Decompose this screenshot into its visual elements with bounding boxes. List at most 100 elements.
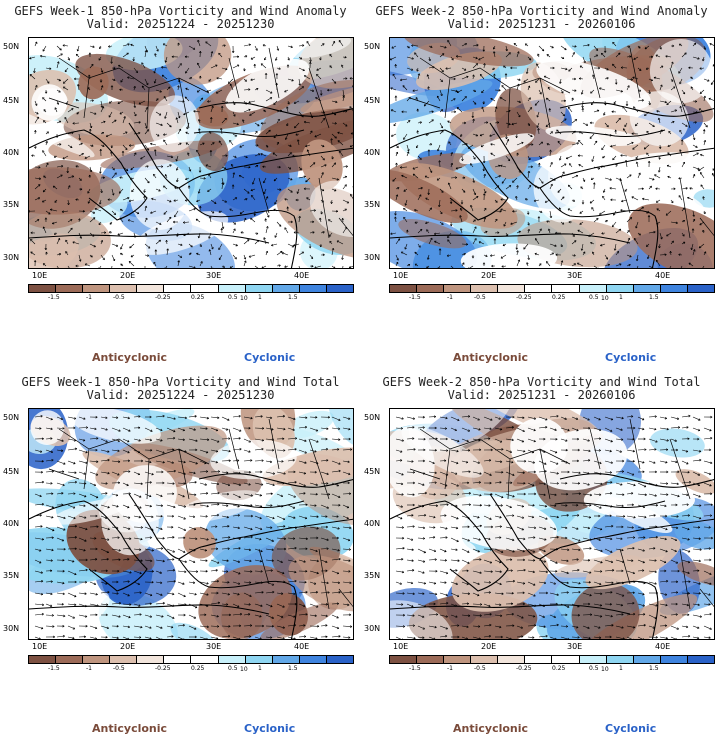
- vorticity-map: [389, 408, 715, 640]
- colorbar-swatch: [191, 656, 219, 663]
- vorticity-shade: [675, 469, 714, 494]
- vorticity-shade: [225, 58, 310, 113]
- colorbar-swatch: [218, 285, 246, 292]
- vorticity-shade: [100, 140, 223, 170]
- vorticity-shade: [408, 409, 514, 452]
- colorbar-label: 0.25: [191, 665, 205, 672]
- colorbar-swatch: [29, 656, 57, 663]
- colorbar-label: -0.5: [474, 665, 486, 672]
- vorticity-shade: [390, 67, 445, 97]
- colorbar-label: -1.5: [48, 665, 60, 672]
- vorticity-shade: [30, 410, 65, 445]
- colorbar-label: -1: [447, 294, 453, 301]
- latitude-label: 50N: [3, 42, 20, 51]
- colorbar-swatch: [471, 656, 499, 663]
- vorticity-shade: [309, 180, 353, 237]
- colorbar-swatch: [299, 656, 327, 663]
- colorbar-swatch: [110, 285, 138, 292]
- longitude-label: 10E: [32, 642, 48, 651]
- colorbar-label: -1.5: [409, 665, 421, 672]
- longitude-label: 20E: [120, 271, 136, 280]
- colorbar-label: 1.5: [649, 294, 659, 301]
- vorticity-shade: [693, 189, 714, 208]
- colorbar-swatch: [137, 656, 165, 663]
- colorbar-label: -1: [86, 294, 92, 301]
- panel-valid-dates: Valid: 20251231 - 20260106: [447, 388, 636, 402]
- colorbar-unit: 10: [601, 666, 609, 673]
- cyclonic-label: Cyclonic: [605, 351, 657, 364]
- colorbar-swatch: [525, 656, 553, 663]
- vorticity-shade: [472, 409, 602, 442]
- vorticity-shade: [398, 219, 467, 249]
- vorticity-shade: [75, 53, 176, 107]
- longitude-label: 30E: [206, 271, 222, 280]
- colorbar: [389, 284, 715, 293]
- vorticity-shade: [31, 84, 68, 121]
- colorbar-label: -0.25: [516, 665, 532, 672]
- latitude-label: 50N: [364, 413, 381, 422]
- vorticity-shade: [198, 565, 292, 639]
- vorticity-shade: [390, 426, 435, 498]
- cyclonic-label: Cyclonic: [244, 722, 296, 735]
- latitude-label: 35N: [3, 571, 20, 580]
- longitude-label: 40E: [294, 642, 310, 651]
- vorticity-shade: [197, 132, 229, 172]
- colorbar-swatch: [417, 285, 445, 292]
- colorbar-swatch: [579, 285, 607, 292]
- vorticity-shade: [205, 508, 287, 575]
- colorbar-label: -1.5: [48, 294, 60, 301]
- colorbar-label: -1.5: [409, 294, 421, 301]
- latitude-label: 45N: [364, 96, 381, 105]
- vorticity-shade: [460, 243, 558, 268]
- colorbar-swatch: [390, 285, 418, 292]
- vorticity-shade: [579, 593, 698, 639]
- anticyclonic-label: Anticyclonic: [453, 722, 529, 735]
- colorbar-label: 0.5: [228, 665, 238, 672]
- longitude-label: 10E: [393, 642, 409, 651]
- vorticity-shade: [390, 511, 476, 553]
- colorbar-label: 0.25: [191, 294, 205, 301]
- vorticity-shade: [440, 495, 557, 551]
- panel-valid-dates: Valid: 20251224 - 20251230: [86, 17, 275, 31]
- vorticity-shade: [390, 169, 468, 224]
- vorticity-shade: [134, 211, 229, 255]
- colorbar-swatch: [552, 285, 580, 292]
- colorbar-label: -0.25: [155, 665, 171, 672]
- colorbar-swatch: [687, 285, 714, 292]
- colorbar-swatch: [110, 656, 138, 663]
- colorbar-label: 1: [619, 665, 623, 672]
- colorbar-label: -0.5: [113, 294, 125, 301]
- colorbar-label: -1: [447, 665, 453, 672]
- vorticity-shade: [129, 159, 190, 230]
- map-panel-3: GEFS Week-1 850-hPa Vorticity and Wind T…: [0, 371, 361, 742]
- cyclonic-label: Cyclonic: [244, 351, 296, 364]
- colorbar-swatch: [164, 656, 192, 663]
- latitude-label: 50N: [364, 42, 381, 51]
- colorbar-swatch: [660, 285, 688, 292]
- colorbar-label: -0.25: [155, 294, 171, 301]
- latitude-label: 30N: [3, 624, 20, 633]
- vorticity-shade: [459, 133, 535, 165]
- latitude-label: 50N: [3, 413, 20, 422]
- latitude-label: 40N: [3, 148, 20, 157]
- colorbar-swatch: [29, 285, 57, 292]
- colorbar-label: -0.25: [516, 294, 532, 301]
- latitude-label: 35N: [364, 200, 381, 209]
- colorbar-label: 0.5: [589, 665, 599, 672]
- colorbar-swatch: [245, 656, 273, 663]
- map-panel-4: GEFS Week-2 850-hPa Vorticity and Wind T…: [361, 371, 722, 742]
- latitude-label: 30N: [3, 253, 20, 262]
- colorbar-swatch: [326, 656, 353, 663]
- panel-valid-dates: Valid: 20251231 - 20260106: [447, 17, 636, 31]
- colorbar-swatch: [660, 656, 688, 663]
- longitude-label: 40E: [655, 642, 671, 651]
- colorbar-swatch: [444, 285, 472, 292]
- colorbar-swatch: [299, 285, 327, 292]
- vorticity-shade: [571, 582, 640, 639]
- vorticity-shade: [163, 38, 232, 85]
- longitude-label: 10E: [393, 271, 409, 280]
- vorticity-shade: [649, 39, 713, 104]
- vorticity-shade: [545, 125, 642, 146]
- longitude-label: 20E: [481, 642, 497, 651]
- vorticity-shade: [174, 490, 262, 523]
